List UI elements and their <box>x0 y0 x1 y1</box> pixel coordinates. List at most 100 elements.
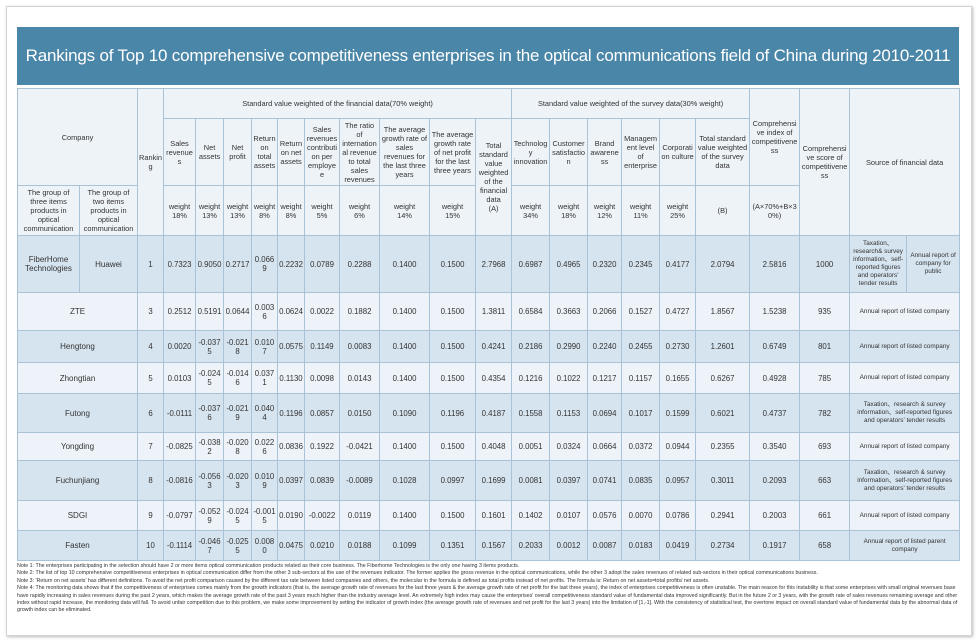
financial-value: 0.0119 <box>339 500 381 531</box>
survey-value: 0.1157 <box>621 362 661 394</box>
financial-value: -0.0816 <box>163 460 197 501</box>
source: Taxation、research& survey information、se… <box>849 235 908 293</box>
survey-value: 0.1022 <box>549 362 589 394</box>
ranking: 10 <box>137 530 165 561</box>
survey-value: 0.0419 <box>659 530 697 561</box>
weight-value: 6% <box>354 210 365 220</box>
financial-value: -0.0255 <box>223 530 253 561</box>
survey-value: 0.1217 <box>587 362 623 394</box>
financial-value: 0.0624 <box>277 292 306 331</box>
financial-value: 0.0080 <box>251 530 279 561</box>
financial-value: 0.1601 <box>475 500 513 531</box>
financial-value: 0.0020 <box>163 330 197 363</box>
source: Taxation、research & survey information、s… <box>849 393 961 433</box>
financial-value: -0.0245 <box>223 500 253 531</box>
column-header: Technology innovation <box>511 118 551 186</box>
notes: Note 1: The enterprises participating in… <box>17 563 961 615</box>
financial-value: -0.0203 <box>223 460 253 501</box>
total-symbol: (A) <box>488 204 499 213</box>
score-value: 663 <box>799 460 851 501</box>
survey-value: 0.1527 <box>621 292 661 331</box>
financial-value: 0.1500 <box>429 362 477 394</box>
weight-label: weight <box>393 201 416 211</box>
source: Taxation、research & survey information、s… <box>849 460 961 501</box>
note: Note 4: The monitoring data shows that i… <box>17 585 958 614</box>
financial-value: 0.0789 <box>304 235 341 293</box>
weight-header: weight 5% <box>304 185 341 236</box>
survey-value: 0.2320 <box>587 235 623 293</box>
weight-header: weight 18% <box>549 185 589 236</box>
financial-value: -0.0111 <box>163 393 197 433</box>
score-value: 785 <box>799 362 851 394</box>
ranking: 8 <box>137 460 165 501</box>
score-value: 693 <box>799 432 851 461</box>
weight-header: weight 14% <box>379 185 431 236</box>
index-value: 0.3540 <box>749 432 801 461</box>
note: Note 2: The list of top 10 comprehensive… <box>17 570 818 577</box>
company-group: The group of two items products in optic… <box>78 185 139 236</box>
financial-value: 0.2512 <box>163 292 197 331</box>
financial-value: -0.0219 <box>223 393 253 433</box>
column-header: The ratio of international revenue to to… <box>339 118 381 186</box>
survey-value: 0.1402 <box>511 500 551 531</box>
weight-header: weight 11% <box>621 185 661 236</box>
financial-value: 0.1130 <box>277 362 306 394</box>
column-header: Net assets <box>195 118 225 186</box>
survey-value: 0.1599 <box>659 393 697 433</box>
group-header: Standard value weighted of the financial… <box>163 88 513 119</box>
weight-value: 11% <box>633 210 648 220</box>
weight-header: weight 13% <box>195 185 225 236</box>
survey-value: 0.0372 <box>621 432 661 461</box>
index-value: 0.6749 <box>749 330 801 363</box>
financial-value: -0.0218 <box>223 330 253 363</box>
data-row: FiberHome Technologies Huawei 1 0.7323 0.905… <box>17 235 961 293</box>
financial-value: 0.1400 <box>379 500 431 531</box>
source: Annual report of company for public <box>906 235 961 293</box>
survey-value: 1.2601 <box>695 330 751 363</box>
survey-value: 0.0835 <box>621 460 661 501</box>
financial-value: 0.1699 <box>475 460 513 501</box>
company: SDGI <box>16 500 139 531</box>
source: Annual report of listed company <box>849 432 961 461</box>
score-value: 658 <box>799 530 851 561</box>
survey-value: 0.0183 <box>621 530 661 561</box>
index-value: 0.4737 <box>749 393 801 433</box>
title: Rankings of Top 10 comprehensive competi… <box>17 27 959 85</box>
index-formula: (A×70%+B×30%) <box>749 185 801 236</box>
weight-label: weight <box>557 201 580 211</box>
financial-value: -0.0015 <box>251 500 279 531</box>
header-row: Company Ranking Standard value weighted of… <box>16 88 961 236</box>
financial-value: 0.1400 <box>379 330 431 363</box>
financial-value: -0.0563 <box>195 460 225 501</box>
survey-value: 0.2186 <box>511 330 551 363</box>
survey-value: 0.2345 <box>621 235 661 293</box>
weight-label: weight <box>280 201 302 211</box>
survey-value: 0.0012 <box>549 530 589 561</box>
survey-value: 0.2455 <box>621 330 661 363</box>
survey-value: 0.0087 <box>587 530 623 561</box>
total-name: Total standard value weighted of the fin… <box>478 141 509 204</box>
financial-value: 0.0109 <box>251 460 279 501</box>
financial-value: 0.0036 <box>251 292 279 331</box>
survey-value: 0.0576 <box>587 500 623 531</box>
company: Futong <box>16 393 139 433</box>
survey-value: 0.0664 <box>587 432 623 461</box>
survey-value: 0.2734 <box>695 530 751 561</box>
column-header: Sales revenues <box>163 118 197 186</box>
company: Fasten <box>16 530 139 561</box>
financial-value: -0.0022 <box>304 500 341 531</box>
survey-value: 0.0107 <box>549 500 589 531</box>
weight-value: 18% <box>172 210 187 220</box>
weight-header: weight 25% <box>659 185 697 236</box>
financial-value: -0.0421 <box>339 432 381 461</box>
financial-value: 0.0226 <box>251 432 279 461</box>
source: Annual report of listed company <box>849 500 961 531</box>
data-row: Hengtong 4 0.0020 -0.0375 -0.0218 0.0107 0.057… <box>16 330 961 363</box>
financial-value: 0.0022 <box>304 292 341 331</box>
weight-label: weight <box>168 201 191 211</box>
weight-value: 13% <box>202 210 217 220</box>
financial-value: 0.4048 <box>475 432 513 461</box>
financial-value: 0.1400 <box>379 235 431 293</box>
weight-label: weight <box>226 201 249 211</box>
